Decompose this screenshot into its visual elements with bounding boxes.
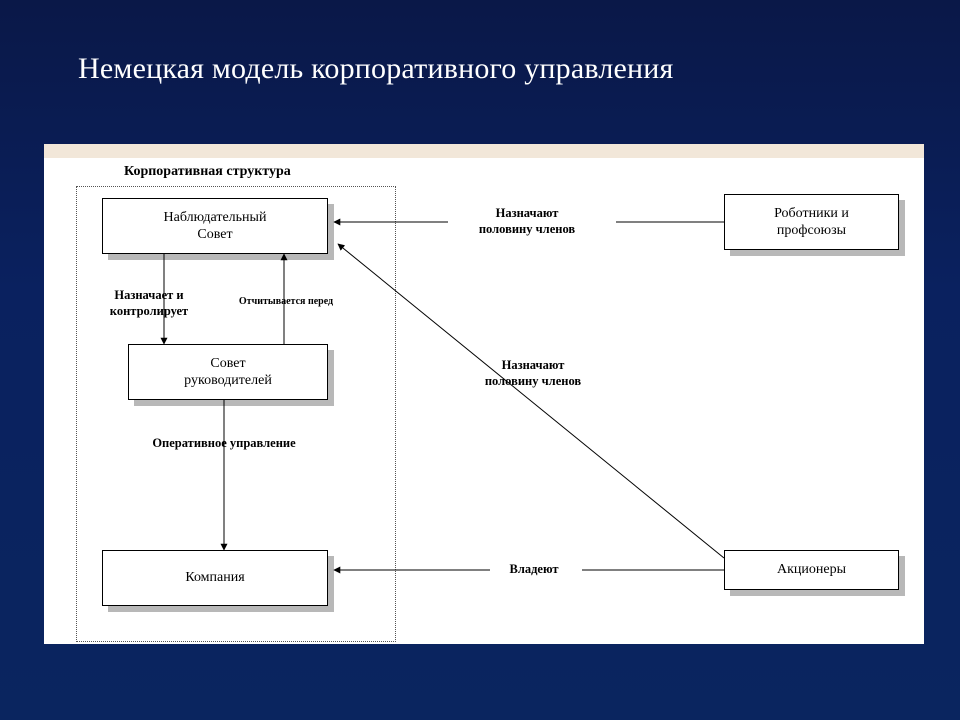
- edge-label-operational: Оперативное управление: [114, 436, 334, 452]
- node-label: Роботники ипрофсоюзы: [774, 205, 849, 240]
- node-company: Компания: [102, 550, 328, 606]
- edge-label-appoints-controls: Назначает иконтролирует: [94, 288, 204, 319]
- slide-title: Немецкая модель корпоративного управлени…: [78, 52, 674, 86]
- node-label: Советруководителей: [184, 355, 272, 390]
- slide: Немецкая модель корпоративного управлени…: [0, 0, 960, 720]
- edge-label-own: Владеют: [494, 562, 574, 578]
- node-management: Советруководителей: [128, 344, 328, 400]
- node-supervisory: НаблюдательныйСовет: [102, 198, 328, 254]
- edge-label-shareholders-appoint: Назначаютполовину членов: [458, 358, 608, 389]
- diagram-panel: Корпоративная структура НаблюдательныйСо…: [44, 144, 924, 644]
- edge-label-workers-appoint: Назначаютполовину членов: [452, 206, 602, 237]
- node-label: НаблюдательныйСовет: [164, 209, 267, 244]
- section-title: Корпоративная структура: [124, 164, 291, 180]
- panel-strip: [44, 144, 924, 158]
- edge-label-reports-to: Отчитывается перед: [216, 296, 356, 309]
- node-workers: Роботники ипрофсоюзы: [724, 194, 899, 250]
- node-label: Акционеры: [777, 561, 846, 579]
- node-shareholders: Акционеры: [724, 550, 899, 590]
- node-label: Компания: [185, 569, 244, 587]
